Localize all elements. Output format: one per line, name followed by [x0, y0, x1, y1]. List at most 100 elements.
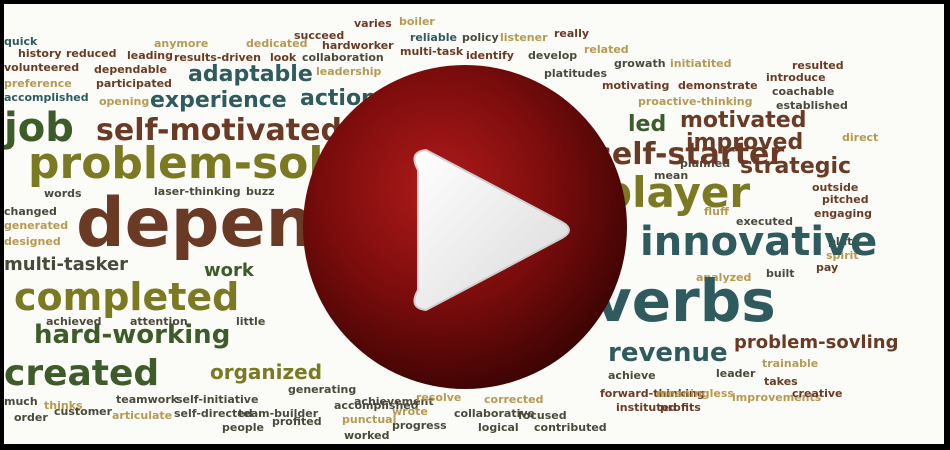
word: leading [127, 49, 174, 62]
play-button[interactable] [300, 62, 630, 392]
word: wrote [392, 405, 428, 418]
word: resolve [416, 391, 462, 404]
word: results-driven [174, 51, 261, 64]
word: introduce [766, 71, 826, 84]
word: boiler [399, 15, 435, 28]
play-triangle-icon[interactable] [413, 148, 570, 312]
word: resulted [792, 59, 844, 72]
word: listener [500, 31, 548, 44]
word: punctual [342, 413, 397, 426]
word: customer [54, 405, 113, 418]
word: platitudes [544, 67, 608, 80]
word: creative [792, 387, 843, 400]
word: look [270, 51, 297, 64]
word: forward-thinking [600, 387, 705, 400]
word: executed [736, 215, 793, 228]
word: completed [14, 275, 240, 319]
word: self-motivated [96, 113, 342, 148]
word: proactive-thinking [638, 95, 753, 108]
word: hardworker [322, 39, 394, 52]
word: contributed [534, 421, 607, 434]
word: initiatited [670, 57, 732, 70]
word: much [4, 395, 38, 408]
word: organized [210, 360, 323, 384]
word: self-initiative [176, 393, 259, 406]
word: self-directed [174, 407, 253, 420]
word: focused [518, 409, 567, 422]
word: opening [99, 95, 150, 108]
word: buzz [246, 185, 275, 198]
word: pitched [822, 193, 869, 206]
word: really [554, 27, 590, 40]
word: work [204, 260, 254, 281]
word: succeed [294, 29, 345, 42]
word: articulate [112, 409, 173, 422]
word: pay [816, 261, 839, 274]
word: adaptable [188, 62, 313, 87]
word: achieve [608, 369, 656, 382]
word: participated [96, 77, 172, 90]
word: plate [828, 235, 860, 248]
word: improvements [732, 391, 822, 404]
word: reduced [66, 47, 117, 60]
word: develop [528, 49, 578, 62]
word: people [222, 421, 264, 434]
word: multi-tasker [4, 254, 129, 275]
word: teamwork [116, 393, 179, 406]
word: history [18, 47, 62, 60]
word: mean [654, 169, 689, 182]
word: trainable [762, 357, 819, 370]
word: demonstrate [678, 79, 758, 92]
word: anymore [154, 37, 209, 50]
word: analyzed [696, 271, 752, 284]
word: growath [614, 57, 666, 70]
word: progress [392, 419, 447, 432]
word: dependable [94, 63, 167, 76]
word: preference [4, 77, 72, 90]
word: established [776, 99, 848, 112]
word: attention [130, 315, 188, 328]
word: leader [716, 367, 756, 380]
word: action [300, 86, 377, 111]
word: words [44, 187, 82, 200]
word: hard-working [34, 320, 231, 350]
word: collaborative [454, 407, 535, 420]
word: engaging [814, 207, 872, 220]
word: innovative [640, 219, 878, 265]
word: generated [4, 219, 69, 232]
word: varies [354, 17, 392, 30]
word: dedicated [246, 37, 308, 50]
word: reliable [410, 31, 457, 44]
word: self-starter [594, 137, 785, 172]
word: accomplished [334, 399, 419, 412]
word: profited [272, 415, 322, 428]
word: policy [462, 31, 499, 44]
word: corrected [484, 393, 544, 406]
word: achievement [354, 395, 434, 408]
word: generating [288, 383, 357, 396]
word: takes [764, 375, 798, 388]
word: accomplished [4, 91, 89, 104]
word: identify [466, 49, 514, 62]
word: outside [812, 181, 859, 194]
word: motivated [680, 108, 807, 133]
word: meaningless [656, 387, 734, 400]
word: collaboration [302, 51, 384, 64]
word: related [584, 43, 629, 56]
word: experience [150, 88, 287, 113]
word: team-builder [238, 407, 319, 420]
word: job [4, 105, 74, 151]
word: worked [344, 429, 390, 442]
word: strategic [740, 154, 852, 179]
word: coachable [772, 85, 835, 98]
word: designed [4, 235, 61, 248]
word: logical [478, 421, 519, 434]
word: problem-sovling [734, 332, 899, 353]
word: achieved [46, 315, 102, 328]
word: player [602, 168, 751, 217]
word: laser-thinking [154, 185, 241, 198]
word: led [628, 112, 667, 137]
word: profits [660, 401, 701, 414]
word: instituted [616, 401, 677, 414]
